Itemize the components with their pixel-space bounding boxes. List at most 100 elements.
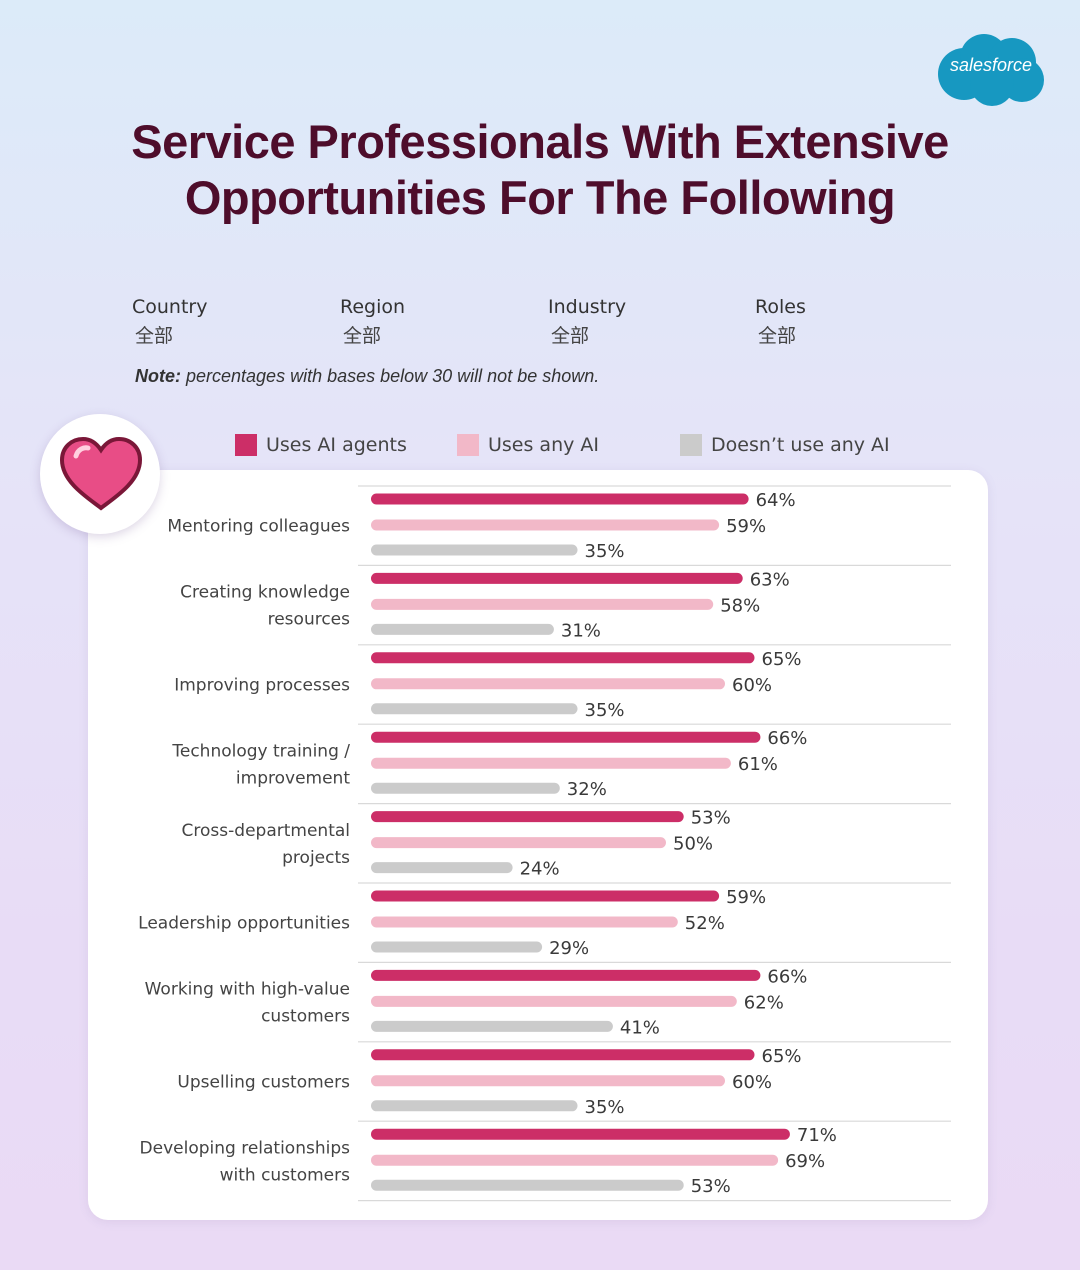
data-label: 53%: [691, 808, 731, 829]
bar-any: [371, 995, 737, 1007]
bar-none: [371, 544, 578, 556]
legend-item-any[interactable]: Uses any AI: [457, 434, 599, 456]
data-label: 60%: [732, 1072, 772, 1093]
note-prefix: Note:: [135, 366, 181, 386]
bar-none: [371, 1179, 684, 1191]
bar-any: [371, 1075, 725, 1087]
bar-none: [371, 703, 578, 715]
category-label: Working with high-value: [145, 980, 350, 1000]
filter-country[interactable]: Country 全部: [132, 294, 332, 350]
bar-agents: [371, 652, 755, 664]
legend-label-any: Uses any AI: [488, 434, 600, 456]
page-title: Service Professionals With Extensive Opp…: [0, 114, 1080, 226]
bar-none: [371, 623, 554, 635]
bar-any: [371, 1154, 779, 1166]
filter-roles-label: Roles: [755, 296, 806, 318]
data-label: 52%: [685, 913, 725, 934]
data-label: 53%: [691, 1176, 731, 1197]
title-line-2: Opportunities For The Following: [184, 171, 896, 224]
salesforce-logo: salesforce: [934, 30, 1048, 108]
data-label: 35%: [585, 700, 625, 721]
data-label: 65%: [762, 1046, 802, 1067]
bar-agents: [371, 1128, 790, 1140]
legend-label-agents: Uses AI agents: [266, 434, 407, 456]
filter-industry[interactable]: Industry 全部: [548, 294, 748, 350]
data-label: 64%: [756, 490, 796, 511]
data-label: 35%: [585, 1097, 625, 1118]
heart-icon: [59, 436, 143, 511]
bar-any: [371, 837, 666, 849]
data-label: 71%: [797, 1125, 837, 1146]
bar-none: [371, 1100, 578, 1112]
filter-region-label: Region: [340, 296, 406, 318]
bar-any: [371, 598, 714, 610]
data-label: 61%: [738, 754, 778, 775]
data-label: 41%: [620, 1017, 660, 1038]
legend-swatch-none: [680, 434, 702, 456]
note-body: percentages with bases below 30 will not…: [181, 366, 600, 386]
filter-region[interactable]: Region 全部: [340, 294, 540, 350]
data-label: 50%: [673, 834, 713, 855]
data-label: 31%: [561, 620, 601, 641]
filter-country-value[interactable]: 全部: [135, 325, 174, 347]
data-label: 32%: [567, 779, 607, 800]
category-label: Improving processes: [174, 676, 350, 696]
category-label: with customers: [220, 1165, 351, 1185]
data-label: 59%: [726, 516, 766, 537]
category-label: improvement: [236, 768, 350, 788]
data-label: 58%: [720, 595, 760, 616]
category-label: resources: [268, 610, 351, 630]
filter-industry-value[interactable]: 全部: [551, 325, 590, 347]
data-label: 59%: [726, 887, 766, 908]
bar-agents: [371, 572, 743, 584]
bar-agents: [371, 969, 761, 981]
category-label: Mentoring colleagues: [167, 517, 350, 537]
bar-agents: [371, 890, 720, 902]
filter-region-value[interactable]: 全部: [343, 325, 382, 347]
bar-agents: [371, 493, 749, 505]
data-label: 62%: [744, 992, 784, 1013]
category-label: Upselling customers: [177, 1073, 350, 1093]
bar-none: [371, 941, 543, 953]
bar-none: [371, 782, 560, 794]
category-label: Leadership opportunities: [138, 914, 350, 934]
legend-label-none: Doesn’t use any AI: [711, 434, 890, 456]
chart-legend: Uses AI agents Uses any AI Doesn’t use a…: [0, 434, 1080, 460]
filter-roles-value[interactable]: 全部: [758, 325, 797, 347]
data-label: 65%: [762, 649, 802, 670]
category-label: Creating knowledge: [180, 583, 350, 603]
filter-industry-label: Industry: [548, 296, 627, 318]
bar-agents: [371, 811, 684, 823]
legend-swatch-any: [457, 434, 479, 456]
category-label: projects: [282, 848, 350, 868]
category-label: Technology training /: [171, 741, 350, 761]
legend-swatch-agents: [235, 434, 257, 456]
filter-roles[interactable]: Roles 全部: [755, 294, 955, 350]
bar-any: [371, 757, 731, 769]
data-label: 66%: [767, 728, 807, 749]
bar-agents: [371, 731, 761, 743]
filter-country-label: Country: [132, 296, 208, 318]
bar-agents: [371, 1049, 755, 1061]
heart-badge: [40, 414, 160, 534]
salesforce-logo-text: salesforce: [950, 55, 1032, 75]
bar-any: [371, 678, 725, 690]
legend-item-none[interactable]: Doesn’t use any AI: [680, 434, 890, 456]
data-label: 24%: [520, 859, 560, 880]
data-label: 66%: [767, 966, 807, 987]
bar-none: [371, 1020, 613, 1032]
data-label: 69%: [785, 1151, 825, 1172]
data-label: 63%: [750, 569, 790, 590]
bar-any: [371, 519, 720, 531]
note-text: Note: percentages with bases below 30 wi…: [135, 366, 599, 387]
title-line-1: Service Professionals With Extensive: [131, 115, 949, 168]
data-label: 29%: [549, 938, 589, 959]
data-label: 35%: [585, 541, 625, 562]
legend-item-agents[interactable]: Uses AI agents: [235, 434, 407, 456]
bar-any: [371, 916, 678, 928]
bar-none: [371, 862, 513, 874]
data-label: 60%: [732, 675, 772, 696]
category-label: Cross-departmental: [182, 821, 350, 841]
category-label: Developing relationships: [140, 1138, 351, 1158]
